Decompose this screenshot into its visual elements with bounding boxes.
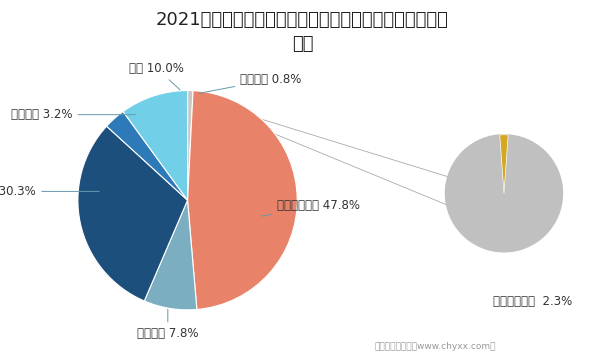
Text: 国内贷款 0.8%: 国内贷款 0.8%: [199, 73, 301, 93]
Text: 国家预算资金 47.8%: 国家预算资金 47.8%: [261, 199, 361, 216]
Circle shape: [445, 135, 563, 252]
Wedge shape: [106, 111, 188, 200]
Text: 自筹资金 30.3%: 自筹资金 30.3%: [0, 185, 99, 198]
Wedge shape: [188, 91, 193, 200]
Text: 其他资金 7.8%: 其他资金 7.8%: [137, 309, 198, 340]
Wedge shape: [123, 91, 188, 200]
Text: 2021年山西省县城市政设施实际到位资金来源占比情况统
计图: 2021年山西省县城市政设施实际到位资金来源占比情况统 计图: [156, 11, 449, 52]
Wedge shape: [188, 91, 297, 309]
Text: 利用外资 3.2%: 利用外资 3.2%: [11, 108, 136, 121]
Wedge shape: [144, 200, 197, 310]
Text: 制图：智研咨询（www.chyxx.com）: 制图：智研咨询（www.chyxx.com）: [375, 342, 496, 351]
Text: 中央预算资金  2.3%: 中央预算资金 2.3%: [493, 295, 572, 308]
Text: 债券 10.0%: 债券 10.0%: [129, 62, 185, 90]
Wedge shape: [500, 135, 508, 193]
Wedge shape: [78, 126, 188, 301]
